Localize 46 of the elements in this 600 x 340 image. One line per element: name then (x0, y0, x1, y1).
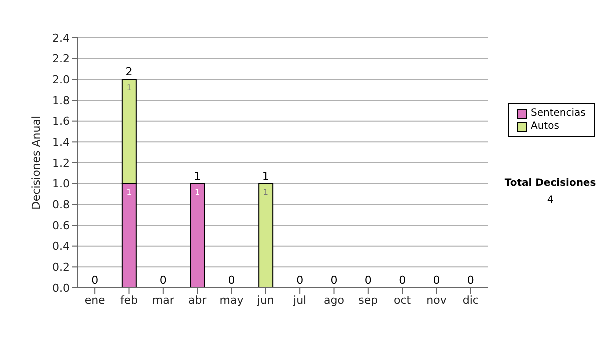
x-tick-label: feb (120, 294, 138, 307)
x-tick-label: jul (292, 294, 307, 307)
x-tick-label: jun (256, 294, 274, 307)
total-label: 2 (126, 66, 133, 79)
x-tick-label: mar (152, 294, 175, 307)
y-tick-label: 1.6 (52, 115, 70, 128)
x-tick-label: oct (394, 294, 412, 307)
total-label: 0 (433, 274, 440, 287)
x-tick-label: dic (462, 294, 479, 307)
total-label: 0 (467, 274, 474, 287)
data-label: 1 (126, 84, 132, 93)
total-label: 1 (194, 170, 202, 183)
x-tick-label: ene (84, 294, 106, 307)
y-tick-label: 0.8 (52, 198, 70, 212)
text: 4 (546, 195, 555, 206)
total-label: 1 (262, 170, 270, 183)
x-tick-label: sep (358, 294, 378, 307)
y-tick-label: 2.2 (52, 52, 70, 66)
y-tick-label: 0.6 (52, 219, 70, 232)
legend-label: Sentencias (531, 107, 586, 120)
total-label: 0 (399, 274, 406, 287)
total-label: 0 (364, 274, 372, 287)
y-tick-label: 0.4 (52, 240, 70, 254)
y-tick-label: 1.0 (52, 178, 70, 191)
data-label: 1 (195, 188, 200, 197)
text: Total Decisiones (504, 178, 598, 189)
x-tick-label: ago (324, 294, 345, 307)
x-tick-label: nov (426, 294, 448, 307)
total-label: 0 (228, 274, 236, 287)
total-label: 0 (92, 274, 99, 287)
y-tick-label: 1.4 (52, 136, 70, 150)
data-label: 1 (126, 188, 132, 197)
data-label: 1 (263, 188, 268, 197)
y-tick-label: 1.8 (52, 94, 70, 108)
y-tick-label: 0.0 (52, 282, 70, 295)
y-tick-label: 0.2 (52, 261, 70, 274)
y-tick-label: 1.2 (52, 156, 70, 170)
legend-label: Autos (531, 120, 560, 133)
total-label: 0 (296, 274, 304, 287)
y-tick-label: 2.0 (52, 74, 70, 87)
total-label: 0 (330, 274, 338, 287)
total-label: 0 (160, 274, 167, 287)
x-tick-label: may (220, 294, 244, 307)
x-tick-label: abr (188, 294, 208, 307)
y-tick-label: 2.4 (52, 32, 70, 45)
y-axis-title: Decisiones Anual (30, 116, 43, 210)
